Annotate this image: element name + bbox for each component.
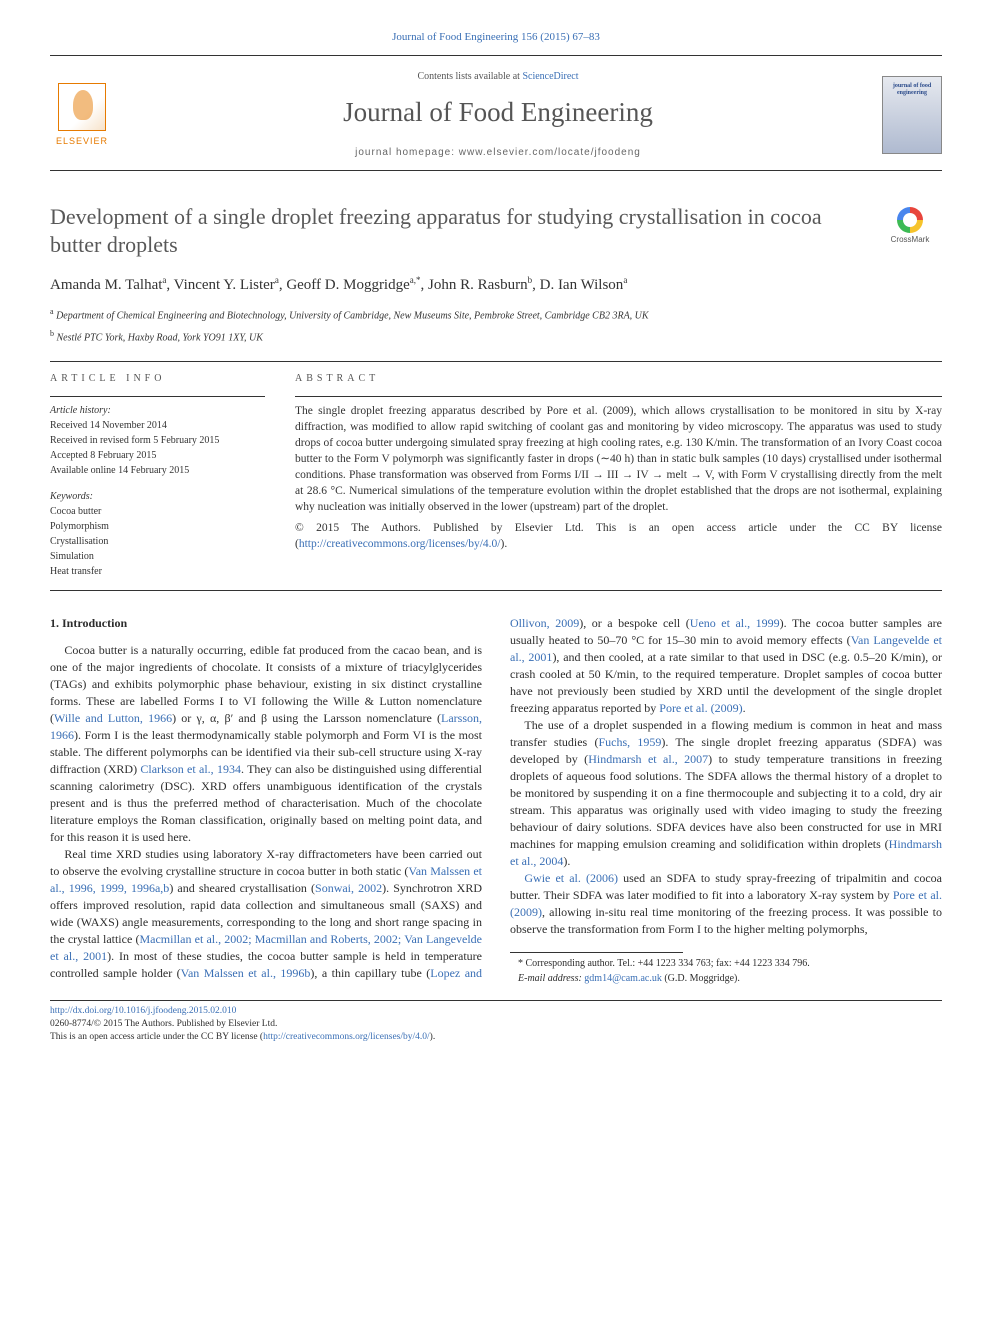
- cc-license-link[interactable]: http://creativecommons.org/licenses/by/4…: [299, 538, 501, 550]
- ref-ueno[interactable]: Ueno et al., 1999: [690, 616, 780, 630]
- history-item: Received 14 November 2014: [50, 419, 265, 433]
- keyword-item: Polymorphism: [50, 520, 265, 534]
- journal-header: ELSEVIER Contents lists available at Sci…: [50, 56, 942, 171]
- p3c: ) to study temperature transitions in fr…: [510, 752, 942, 851]
- paragraph-4: Gwie et al. (2006) used an SDFA to study…: [510, 870, 942, 938]
- elsevier-tree-icon: [58, 83, 106, 131]
- affiliations: a Department of Chemical Engineering and…: [50, 306, 942, 345]
- author: John R. Rasburnb: [428, 277, 532, 293]
- history-item: Received in revised form 5 February 2015: [50, 434, 265, 448]
- p1b: ) or γ, α, β′ and β using the Larsson no…: [172, 711, 441, 725]
- author: D. Ian Wilsona: [540, 277, 628, 293]
- oa-line: This is an open access article under the…: [50, 1031, 942, 1044]
- author: Vincent Y. Listera: [174, 277, 279, 293]
- crossmark-label: CrossMark: [891, 235, 930, 245]
- abstract-col: ABSTRACT The single droplet freezing app…: [295, 372, 942, 580]
- oa-close: ).: [430, 1032, 436, 1042]
- email-label: E-mail address:: [518, 973, 584, 984]
- email-who: (G.D. Moggridge).: [662, 973, 740, 984]
- ref-pore[interactable]: Pore et al. (2009): [659, 701, 742, 715]
- footnote-rule: [510, 952, 683, 953]
- keyword-item: Simulation: [50, 550, 265, 564]
- sciencedirect-link[interactable]: ScienceDirect: [522, 71, 578, 82]
- author: Amanda M. Talhata: [50, 277, 166, 293]
- publisher-logo: ELSEVIER: [50, 78, 114, 152]
- p2j: .: [743, 701, 746, 715]
- p2g: ), or a bespoke cell (: [579, 616, 690, 630]
- body-text: 1. Introduction Cocoa butter is a natura…: [50, 615, 942, 986]
- affiliation: a Department of Chemical Engineering and…: [50, 306, 942, 323]
- info-abstract-row: ARTICLE INFO Article history: Received 1…: [50, 372, 942, 580]
- history-head: Article history:: [50, 404, 265, 418]
- keyword-item: Heat transfer: [50, 565, 265, 579]
- keyword-item: Crystallisation: [50, 535, 265, 549]
- author-line: Amanda M. Talhata, Vincent Y. Listera, G…: [50, 274, 942, 296]
- p2b: ) and sheared crystallisation (: [169, 881, 315, 895]
- ref-sonwai[interactable]: Sonwai, 2002: [315, 881, 382, 895]
- bottom-rule: [50, 1000, 942, 1001]
- article-info-heading: ARTICLE INFO: [50, 372, 265, 386]
- journal-title: Journal of Food Engineering: [114, 94, 882, 132]
- article-history-block: Article history: Received 14 November 20…: [50, 396, 265, 579]
- abstract-heading: ABSTRACT: [295, 372, 942, 386]
- citation-line: Journal of Food Engineering 156 (2015) 6…: [50, 30, 942, 45]
- email-line: E-mail address: gdm14@cam.ac.uk (G.D. Mo…: [510, 972, 942, 986]
- ref-hindmarsh-07[interactable]: Hindmarsh et al., 2007: [588, 752, 708, 766]
- publisher-name: ELSEVIER: [56, 135, 108, 148]
- section-1-heading: 1. Introduction: [50, 615, 482, 632]
- crossmark-icon: [897, 207, 923, 233]
- article-title: Development of a single droplet freezing…: [50, 203, 942, 258]
- footnotes: * Corresponding author. Tel.: +44 1223 3…: [510, 957, 942, 985]
- abstract-body: The single droplet freezing apparatus de…: [295, 405, 942, 514]
- homepage-url[interactable]: www.elsevier.com/locate/jfoodeng: [459, 147, 641, 158]
- journal-homepage: journal homepage: www.elsevier.com/locat…: [114, 146, 882, 160]
- cover-name: journal of food engineering: [885, 83, 939, 96]
- history-item: Available online 14 February 2015: [50, 464, 265, 478]
- pre-abstract-rule: [50, 361, 942, 362]
- ref-vanmalssen-b[interactable]: Van Malssen et al., 1996b: [181, 966, 311, 980]
- ref-gwie[interactable]: Gwie et al. (2006): [524, 871, 618, 885]
- issn-line: 0260-8774/© 2015 The Authors. Published …: [50, 1018, 942, 1031]
- abstract-copyright: © 2015 The Authors. Published by Elsevie…: [295, 520, 942, 552]
- ref-fuchs[interactable]: Fuchs, 1959: [598, 735, 661, 749]
- article-info-col: ARTICLE INFO Article history: Received 1…: [50, 372, 265, 580]
- history-item: Accepted 8 February 2015: [50, 449, 265, 463]
- cc-close: ).: [500, 538, 507, 550]
- homepage-prefix: journal homepage:: [355, 147, 459, 158]
- ref-wille-lutton[interactable]: Wille and Lutton, 1966: [54, 711, 172, 725]
- journal-cover-thumb: journal of food engineering: [882, 76, 942, 154]
- bottom-info: http://dx.doi.org/10.1016/j.jfoodeng.201…: [50, 1005, 942, 1045]
- oa-url[interactable]: http://creativecommons.org/licenses/by/4…: [263, 1032, 430, 1042]
- oa-prefix: This is an open access article under the…: [50, 1032, 263, 1042]
- article-title-text: Development of a single droplet freezing…: [50, 204, 822, 257]
- paragraph-3: The use of a droplet suspended in a flow…: [510, 717, 942, 870]
- email-link[interactable]: gdm14@cam.ac.uk: [584, 973, 662, 984]
- contents-prefix: Contents lists available at: [417, 71, 522, 82]
- affiliation: b Nestlé PTC York, Haxby Road, York YO91…: [50, 328, 942, 345]
- contents-available-line: Contents lists available at ScienceDirec…: [114, 70, 882, 84]
- pre-body-rule: [50, 590, 942, 591]
- author: Geoff D. Moggridgea,*: [286, 277, 420, 293]
- p4b: , allowing in-situ real time monitoring …: [510, 905, 942, 936]
- keywords-head: Keywords:: [50, 490, 265, 504]
- p2f: ), a thin capillary tube (: [310, 966, 430, 980]
- abstract-text: The single droplet freezing apparatus de…: [295, 396, 942, 552]
- paragraph-1: Cocoa butter is a naturally occurring, e…: [50, 642, 482, 846]
- crossmark-badge[interactable]: CrossMark: [878, 207, 942, 247]
- ref-clarkson[interactable]: Clarkson et al., 1934: [140, 762, 241, 776]
- doi-link[interactable]: http://dx.doi.org/10.1016/j.jfoodeng.201…: [50, 1006, 236, 1016]
- p3d: ).: [563, 854, 570, 868]
- corresponding-author: * Corresponding author. Tel.: +44 1223 3…: [510, 957, 942, 971]
- header-center: Contents lists available at ScienceDirec…: [114, 70, 882, 160]
- keyword-item: Cocoa butter: [50, 505, 265, 519]
